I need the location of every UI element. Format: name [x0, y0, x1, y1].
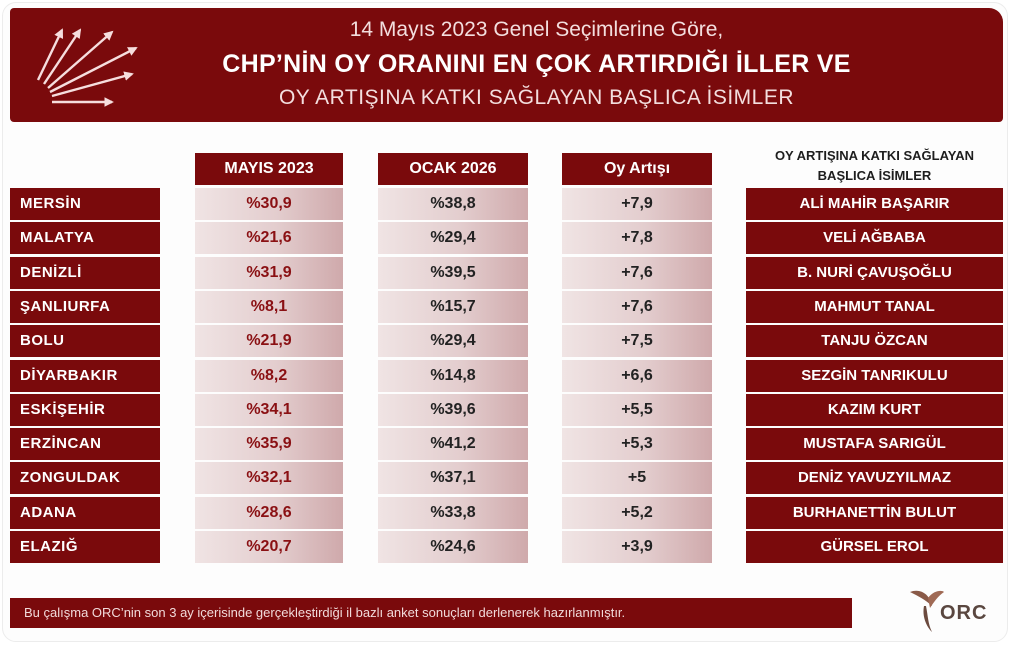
- contributor-name-cell: ALİ MAHİR BAŞARIR: [746, 188, 1003, 220]
- source-note: Bu çalışma ORC’nin son 3 ay içerisinde g…: [10, 598, 852, 628]
- mayis-cell: %34,1: [195, 393, 343, 426]
- artis-cell: +7,8: [562, 222, 712, 255]
- mayis-cell: %28,6: [195, 496, 343, 529]
- artis-cell: +3,9: [562, 531, 712, 563]
- ocak-cell: %39,5: [378, 256, 528, 289]
- artis-cell: +5: [562, 462, 712, 495]
- mayis-cell: %8,1: [195, 290, 343, 323]
- artis-cell: +5,5: [562, 393, 712, 426]
- province-cell: ELAZIĞ: [10, 531, 160, 563]
- province-cell: ŞANLIURFA: [10, 290, 160, 323]
- province-cell: ESKİŞEHİR: [10, 393, 160, 426]
- province-cell: ERZİNCAN: [10, 428, 160, 461]
- ocak-cell: %29,4: [378, 222, 528, 255]
- artis-cell: +7,9: [562, 188, 712, 220]
- column-header-mayis-2023: MAYIS 2023: [195, 153, 343, 185]
- contributor-name-cell: VELİ AĞBABA: [746, 222, 1003, 255]
- contributor-name-cell: SEZGİN TANRIKULU: [746, 359, 1003, 392]
- orc-leaf-logo-icon: [910, 590, 944, 632]
- artis-cell: +6,6: [562, 359, 712, 392]
- title-line-1: 14 Mayıs 2023 Genel Seçimlerine Göre,: [349, 18, 724, 41]
- ocak-cell: %33,8: [378, 496, 528, 529]
- province-cell: MERSİN: [10, 188, 160, 220]
- province-cell: BOLU: [10, 325, 160, 358]
- ocak-cell: %29,4: [378, 325, 528, 358]
- artis-cell: +5,3: [562, 428, 712, 461]
- ocak-cell: %24,6: [378, 531, 528, 563]
- contributor-name-cell: DENİZ YAVUZYILMAZ: [746, 462, 1003, 495]
- mayis-cell: %21,9: [195, 325, 343, 358]
- artis-cell: +7,5: [562, 325, 712, 358]
- contributor-name-cell: TANJU ÖZCAN: [746, 325, 1003, 358]
- column-header-oy-artisi: Oy Artışı: [562, 153, 712, 185]
- column-header-names-line-2: BAŞLICA İSİMLER: [817, 168, 932, 183]
- mayis-cell: %30,9: [195, 188, 343, 220]
- orc-logo: ORC: [906, 586, 1002, 634]
- artis-cell: +5,2: [562, 496, 712, 529]
- mayis-cell: %32,1: [195, 462, 343, 495]
- contributor-name-cell: KAZIM KURT: [746, 393, 1003, 426]
- province-cell: DENİZLİ: [10, 256, 160, 289]
- orc-brand-text: ORC: [940, 602, 988, 624]
- mayis-cell: %35,9: [195, 428, 343, 461]
- province-cell: MALATYA: [10, 222, 160, 255]
- contributor-name-cell: GÜRSEL EROL: [746, 531, 1003, 563]
- contributor-name-cell: MAHMUT TANAL: [746, 290, 1003, 323]
- mayis-cell: %20,7: [195, 531, 343, 563]
- title-banner: 14 Mayıs 2023 Genel Seçimlerine Göre, CH…: [10, 8, 1003, 122]
- title-line-3: OY ARTIŞINA KATKI SAĞLAYAN BAŞLICA İSİML…: [278, 86, 795, 109]
- ocak-cell: %14,8: [378, 359, 528, 392]
- artis-cell: +7,6: [562, 256, 712, 289]
- artis-cell: +7,6: [562, 290, 712, 323]
- column-header-names-line-1: OY ARTIŞINA KATKI SAĞLAYAN: [774, 148, 975, 163]
- province-cell: DİYARBAKIR: [10, 359, 160, 392]
- contributor-name-cell: MUSTAFA SARIGÜL: [746, 428, 1003, 461]
- title-line-2: CHP’NİN OY ORANINI EN ÇOK ARTIRDIĞI İLLE…: [222, 50, 851, 78]
- mayis-cell: %8,2: [195, 359, 343, 392]
- province-cell: ZONGULDAK: [10, 462, 160, 495]
- mayis-cell: %21,6: [195, 222, 343, 255]
- chp-six-arrows-icon: [36, 28, 138, 107]
- ocak-cell: %37,1: [378, 462, 528, 495]
- ocak-cell: %41,2: [378, 428, 528, 461]
- ocak-cell: %15,7: [378, 290, 528, 323]
- column-header-ocak-2026: OCAK 2026: [378, 153, 528, 185]
- province-cell: ADANA: [10, 496, 160, 529]
- mayis-cell: %31,9: [195, 256, 343, 289]
- contributor-name-cell: BURHANETTİN BULUT: [746, 496, 1003, 529]
- column-header-names: OY ARTIŞINA KATKI SAĞLAYAN BAŞLICA İSİML…: [746, 146, 1003, 186]
- ocak-cell: %39,6: [378, 393, 528, 426]
- contributor-name-cell: B. NURİ ÇAVUŞOĞLU: [746, 256, 1003, 289]
- ocak-cell: %38,8: [378, 188, 528, 220]
